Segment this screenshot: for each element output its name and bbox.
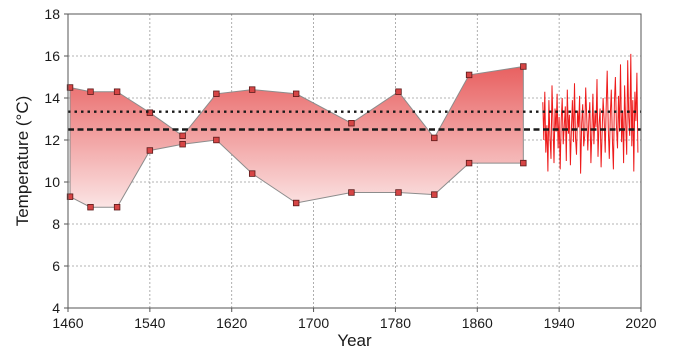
y-tick-label: 12 — [44, 132, 60, 148]
x-tick-label: 1620 — [216, 315, 247, 331]
lower-point — [465, 159, 473, 167]
x-axis-ticks: 1460 1540 1620 1700 1780 1860 1940 2020 — [52, 308, 657, 331]
lower-point — [292, 199, 300, 207]
lower-point — [146, 147, 154, 154]
y-tick-label: 6 — [52, 258, 60, 274]
observed-temperature-line — [542, 53, 639, 174]
upper-point — [292, 90, 300, 97]
y-tick-label: 4 — [52, 300, 60, 316]
y-axis-ticks: 4 6 8 10 12 14 16 18 — [44, 6, 68, 316]
lower-point — [179, 140, 186, 148]
y-tick-label: 18 — [44, 6, 60, 22]
x-tick-label: 1940 — [544, 315, 575, 331]
upper-point — [113, 88, 121, 95]
reference-lines — [68, 110, 641, 131]
y-tick-label: 8 — [52, 216, 60, 232]
lower-point — [87, 203, 94, 211]
x-axis-title: Year — [337, 331, 372, 348]
lower-point — [520, 159, 527, 167]
y-tick-label: 10 — [44, 174, 60, 190]
lower-point — [248, 170, 256, 177]
lower-point — [348, 189, 355, 196]
upper-point — [248, 86, 256, 93]
y-axis-title: Temperature (°C) — [13, 96, 32, 227]
lower-point — [113, 203, 121, 211]
range-band — [66, 63, 527, 211]
x-tick-label: 1700 — [298, 315, 329, 331]
y-tick-label: 16 — [44, 48, 60, 64]
plot-frame — [67, 13, 642, 309]
lower-point — [395, 189, 402, 196]
x-tick-label: 2020 — [625, 315, 656, 331]
upper-point — [431, 134, 438, 142]
upper-point — [395, 88, 402, 95]
x-tick-label: 1540 — [134, 315, 165, 331]
upper-point — [66, 84, 74, 91]
observed-series — [542, 53, 639, 174]
x-tick-label: 1780 — [380, 315, 411, 331]
upper-point — [179, 132, 186, 139]
y-tick-label: 14 — [44, 90, 60, 106]
upper-point — [520, 63, 527, 70]
lower-point — [66, 193, 74, 200]
x-tick-label: 1460 — [52, 315, 83, 331]
x-tick-label: 1860 — [462, 315, 493, 331]
lower-point — [431, 191, 438, 198]
lower-point — [213, 136, 220, 144]
upper-point — [213, 90, 220, 97]
upper-point — [465, 71, 473, 79]
upper-point — [87, 88, 94, 95]
upper-point — [348, 120, 355, 127]
band-fill — [70, 66, 524, 208]
